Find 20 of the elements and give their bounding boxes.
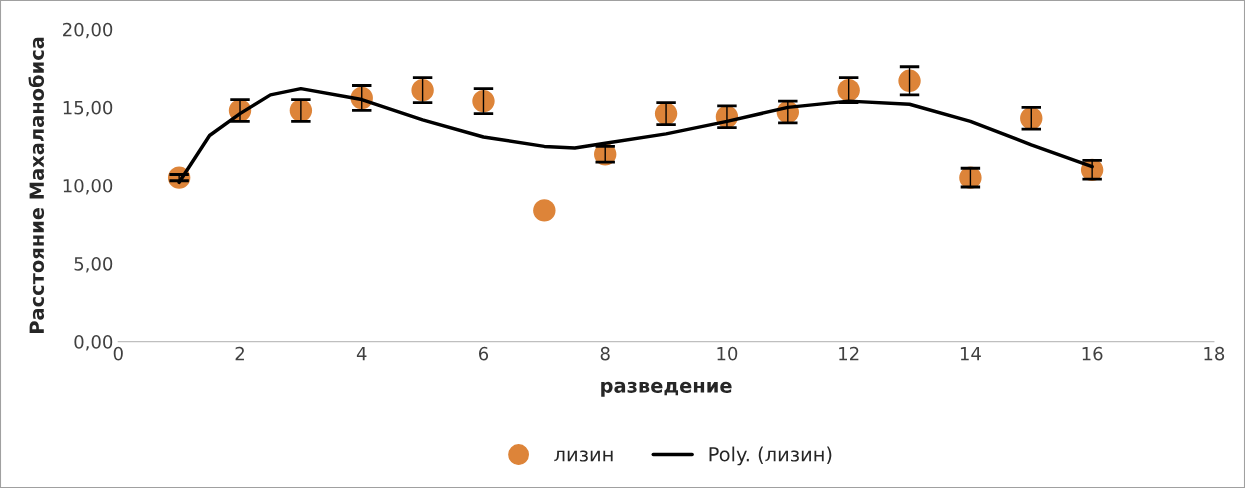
- y-tick-label: 15,00: [63, 100, 113, 117]
- x-tick-label: 8: [600, 346, 610, 361]
- legend-label: лизин: [554, 450, 613, 462]
- x-tick-label: 18: [1204, 346, 1225, 361]
- y-tick-label: 10,00: [63, 178, 113, 195]
- y-tick-label: 5,00: [74, 256, 113, 273]
- x-tick-label: 2: [235, 346, 244, 361]
- y-tick-label: 20,00: [63, 22, 113, 39]
- x-tick-label: 16: [1082, 346, 1103, 361]
- point: [533, 199, 556, 222]
- y-tick-label: 0,00: [74, 335, 113, 351]
- y-axis-title: Расстояние Махаланобиса: [28, 37, 45, 333]
- x-tick-label: 4: [356, 347, 367, 361]
- legend-label: Poly. (лизин): [709, 446, 832, 466]
- x-tick-label: 0: [113, 346, 123, 361]
- x-tick-label: 6: [478, 346, 489, 361]
- x-axis-title: разведение: [601, 381, 732, 397]
- x-tick-label: 12: [839, 346, 859, 361]
- x-tick-label: 10: [717, 346, 738, 361]
- x-tick-label: 14: [960, 347, 981, 361]
